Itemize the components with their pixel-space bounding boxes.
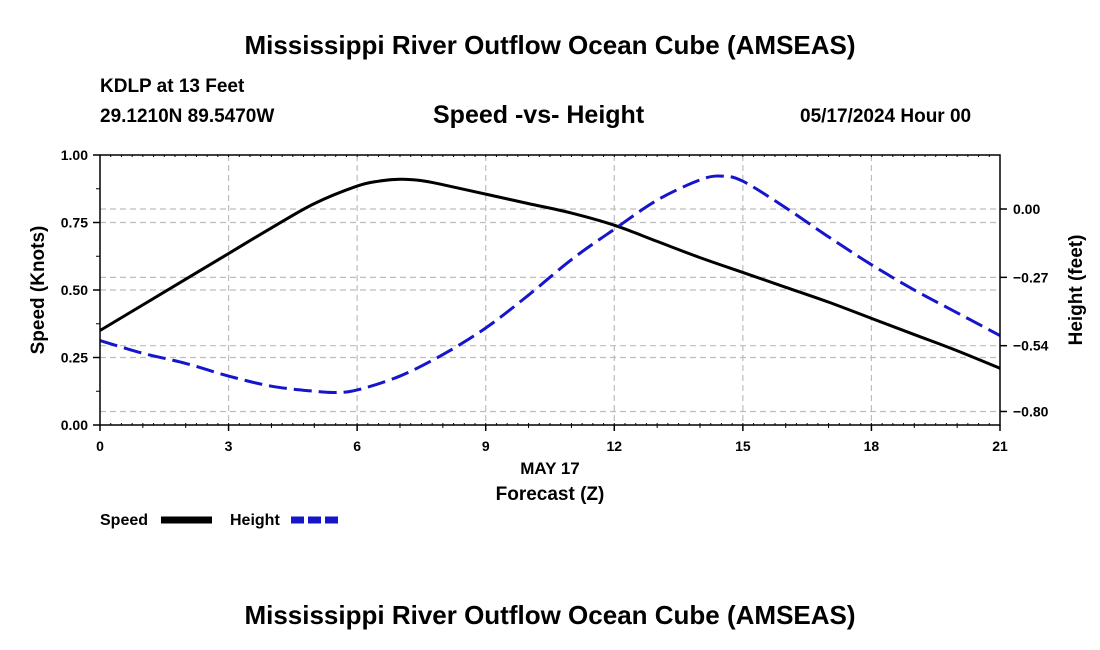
y-tick-label-right: −0.27	[1013, 269, 1049, 285]
y-tick-label-right: −0.80	[1013, 403, 1049, 419]
x-date-label: MAY 17	[520, 459, 580, 478]
x-tick-label: 18	[864, 438, 880, 454]
series-layer	[99, 174, 1001, 395]
x-tick-label: 6	[353, 438, 361, 454]
legend: Speed Height	[100, 512, 342, 529]
y-tick-label-left: 0.50	[61, 282, 88, 298]
legend-label-height: Height	[230, 512, 280, 529]
grid-layer	[100, 155, 1000, 425]
legend-label-speed: Speed	[100, 512, 148, 529]
y-tick-label-left: 0.00	[61, 417, 88, 433]
x-tick-label: 12	[606, 438, 622, 454]
y-tick-label-left: 0.25	[61, 350, 88, 366]
page-title: Mississippi River Outflow Ocean Cube (AM…	[244, 30, 856, 60]
y-axis-label-left: Speed (Knots)	[28, 226, 49, 355]
station-label: KDLP at 13 Feet	[100, 76, 245, 97]
series-line-height	[99, 174, 1001, 395]
series-line-speed	[99, 177, 1001, 370]
y-tick-label-right: −0.54	[1013, 338, 1049, 354]
x-tick-label: 9	[482, 438, 490, 454]
chart-title: Speed -vs- Height	[433, 101, 645, 129]
x-axis-label: Forecast (Z)	[496, 484, 605, 505]
coordinates-label: 29.1210N 89.5470W	[100, 106, 275, 127]
y-tick-label-left: 0.75	[61, 215, 88, 231]
footer-title: Mississippi River Outflow Ocean Cube (AM…	[244, 600, 856, 630]
y-tick-label-right: 0.00	[1013, 201, 1040, 217]
x-tick-label: 21	[992, 438, 1008, 454]
tick-layer: 0 3 6 9 12 15 18 21 0.00 0.25 0.50 0.75 1.00 0.00 −0.2…	[61, 147, 1049, 454]
y-axis-label-right: Height (feet)	[1066, 235, 1087, 346]
datetime-label: 05/17/2024 Hour 00	[800, 106, 972, 127]
x-tick-label: 3	[225, 438, 233, 454]
y-tick-label-left: 1.00	[61, 147, 88, 163]
x-tick-label: 0	[96, 438, 104, 454]
x-tick-label: 15	[735, 438, 751, 454]
